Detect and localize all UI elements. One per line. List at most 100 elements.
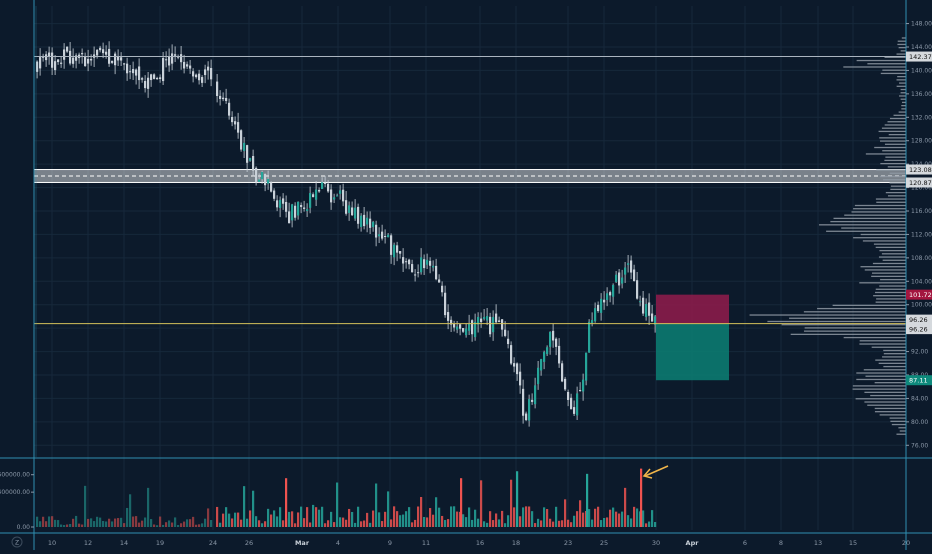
price-label-box <box>906 164 932 175</box>
candle-body <box>531 399 534 402</box>
candle-body <box>603 299 606 303</box>
volume-bar <box>315 507 318 527</box>
profile-row <box>887 195 906 197</box>
volume-bar <box>240 519 243 527</box>
volume-bar <box>258 520 261 527</box>
volume-bar <box>138 522 141 527</box>
volume-bar <box>300 506 303 527</box>
volume-bar <box>273 510 276 527</box>
candle-body <box>402 257 405 264</box>
candle-body <box>252 156 255 171</box>
candle-body <box>195 74 198 78</box>
volume-bar <box>132 516 135 527</box>
price-tick-label: 140.00 <box>911 67 932 74</box>
volume-bar <box>606 517 609 527</box>
volume-bar <box>324 523 327 527</box>
volume-bar <box>438 507 441 527</box>
profile-row <box>841 227 906 229</box>
volume-bar <box>534 523 537 527</box>
candle-body <box>390 235 393 255</box>
candle-body <box>528 399 531 421</box>
volume-tick-label: 600000.00 <box>0 472 30 479</box>
candle-body <box>420 257 423 273</box>
candle-body <box>294 205 297 218</box>
candle-body <box>471 320 474 335</box>
volume-bar <box>312 504 315 527</box>
candle-body <box>264 173 267 186</box>
price-label-box <box>906 375 932 386</box>
candle-body <box>240 130 243 150</box>
volume-bar <box>528 506 531 527</box>
volume-bar <box>174 517 177 527</box>
volume-bar <box>591 519 594 527</box>
candle-body <box>324 182 327 184</box>
candle-body <box>564 378 567 390</box>
profile-row <box>874 382 906 384</box>
horizontal-levels <box>34 56 906 325</box>
candle-body <box>111 60 114 63</box>
profile-row <box>833 217 906 220</box>
profile-row <box>856 378 906 381</box>
candle-body <box>615 274 618 282</box>
candle-body <box>141 78 144 80</box>
volume-bar <box>180 523 183 527</box>
candle-body <box>537 367 540 385</box>
candle-body <box>540 359 543 371</box>
candle-body <box>285 202 288 212</box>
candle-body <box>555 338 558 347</box>
profile-row <box>884 143 906 145</box>
profile-row <box>890 188 906 191</box>
candle-body <box>276 200 279 208</box>
volume-bar <box>111 521 114 527</box>
profile-row <box>880 72 906 75</box>
chart-zones <box>33 169 907 381</box>
candle-body <box>180 54 183 63</box>
price-label-text: 123.08 <box>909 166 932 174</box>
candle-body <box>198 73 201 81</box>
candle-body <box>159 77 162 79</box>
candle-body <box>351 207 354 216</box>
candle-body <box>162 57 165 82</box>
volume-bar <box>519 516 522 527</box>
volume-bar <box>294 523 297 527</box>
candle-body <box>477 316 480 325</box>
candle-body <box>228 102 231 116</box>
volume-bar <box>147 487 150 527</box>
candle-body <box>225 98 228 101</box>
volume-bar <box>345 519 348 527</box>
volume-bar <box>414 519 417 527</box>
volume-bar <box>624 487 627 527</box>
candle-body <box>270 182 273 192</box>
volume-bar <box>597 506 600 527</box>
price-tick-label: 116.00 <box>911 208 932 215</box>
arrow-head <box>642 468 653 479</box>
profile-row <box>882 69 906 71</box>
volume-bar <box>225 507 228 527</box>
profile-row <box>863 369 906 371</box>
volume-bar <box>309 522 312 527</box>
candle-body <box>459 324 462 329</box>
volume-tick-label: 400000.00 <box>0 489 30 496</box>
candle-body <box>249 157 252 161</box>
profile-row <box>878 362 906 364</box>
volume-bar <box>75 515 78 527</box>
candle-body <box>609 292 612 296</box>
price-label-text: 142.37 <box>909 53 932 61</box>
volume-bar <box>645 523 648 527</box>
volume-bar <box>630 518 633 527</box>
volume-bar <box>363 520 366 527</box>
profile-row <box>879 175 906 178</box>
profile-row <box>900 98 906 100</box>
candle-body <box>192 71 195 77</box>
volume-bar <box>165 522 168 527</box>
candle-body <box>654 316 657 325</box>
volume-bar <box>498 519 501 527</box>
volume-bar <box>288 511 291 527</box>
volume-bar <box>141 520 144 527</box>
volume-bar <box>402 514 405 527</box>
candle-body <box>303 207 306 209</box>
volume-bar <box>306 507 309 527</box>
candle-body <box>291 204 294 221</box>
